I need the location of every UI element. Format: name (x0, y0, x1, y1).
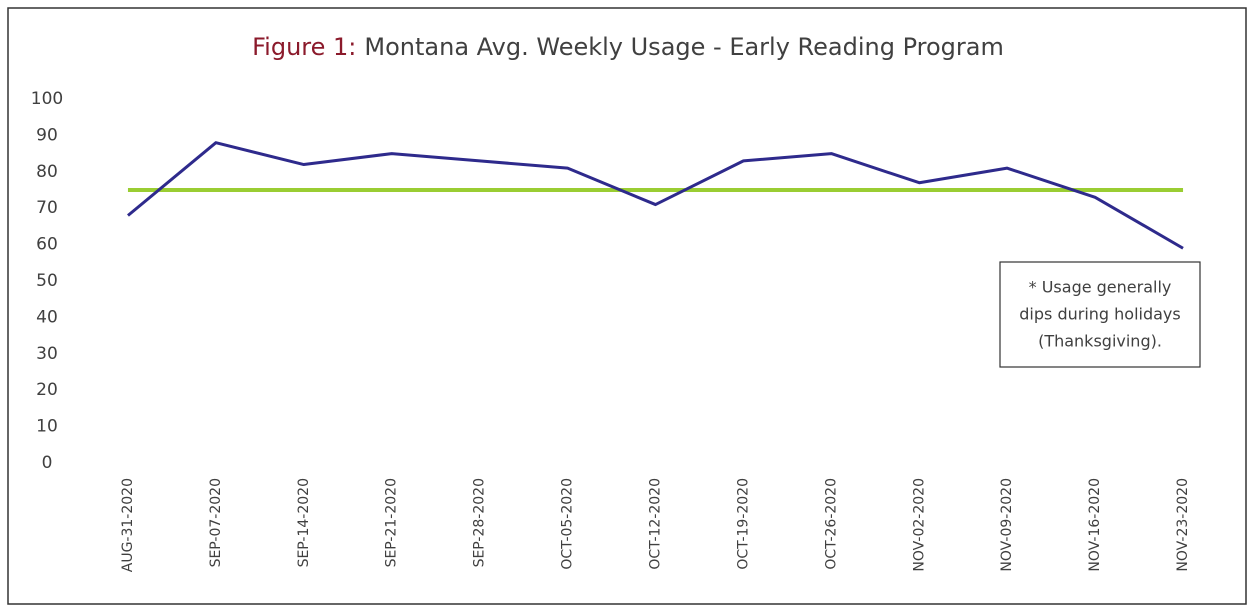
annotation-text: dips during holidays (1019, 305, 1180, 324)
x-tick-label: NOV-02-2020 (911, 478, 927, 572)
data-line (127, 141, 1184, 250)
x-tick-label: NOV-16-2020 (1087, 478, 1103, 572)
title-prefix: Figure 1: (252, 33, 356, 61)
x-tick-label: NOV-09-2020 (999, 478, 1015, 572)
chart-frame (7, 7, 1247, 605)
x-tick-label: SEP-07-2020 (208, 478, 224, 567)
annotation-text: * Usage generally (1029, 278, 1172, 297)
y-tick-label: 90 (36, 125, 58, 145)
x-tick-label: SEP-28-2020 (472, 478, 488, 567)
x-tick-label: OCT-12-2020 (648, 478, 664, 570)
x-tick-label: NOV-23-2020 (1175, 478, 1191, 572)
y-tick-label: 60 (36, 235, 58, 255)
chart-title: Figure 1: Montana Avg. Weekly Usage - Ear… (252, 33, 1004, 61)
y-tick-label: 50 (36, 271, 58, 291)
y-tick-label: 100 (31, 89, 63, 109)
x-tick-label: OCT-19-2020 (735, 478, 751, 570)
annotation-text: (Thanksgiving). (1038, 332, 1162, 351)
x-tick-label: OCT-26-2020 (823, 478, 839, 570)
x-tick-label: OCT-05-2020 (560, 478, 576, 570)
title-text: Montana Avg. Weekly Usage - Early Readin… (364, 33, 1003, 61)
annotation-box (999, 261, 1201, 368)
y-tick-label: 20 (36, 380, 58, 400)
y-tick-label: 70 (36, 198, 58, 218)
y-tick-label: 10 (36, 417, 58, 437)
y-tick-label: 30 (36, 344, 58, 364)
y-tick-label: 0 (42, 453, 53, 473)
x-tick-label: SEP-21-2020 (384, 478, 400, 567)
y-tick-label: 40 (36, 307, 58, 327)
x-tick-label: AUG-31-2020 (120, 478, 136, 572)
y-tick-label: 80 (36, 162, 58, 182)
x-tick-label: SEP-14-2020 (296, 478, 312, 567)
